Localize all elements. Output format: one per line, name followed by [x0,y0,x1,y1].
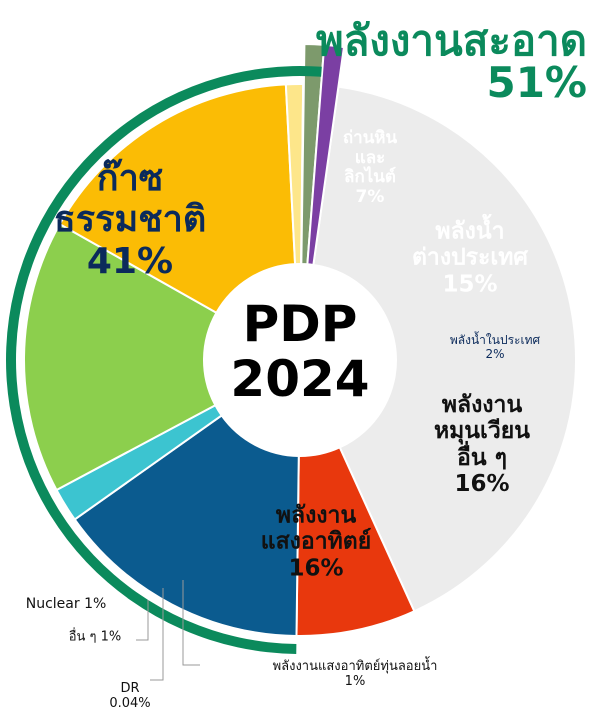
slice-label: พลังงาน แสงอาทิตย์ 16% [261,502,371,581]
slice-label: พลังงาน หมุนเวียนอื่น ๆ 16% [427,392,538,498]
slice-label: DR 0.04% [109,681,151,712]
center-label: PDP 2024 [230,295,370,408]
category-label: ถ่านหิน และ ลิกไนต์ [342,127,398,187]
category-label: Nuclear [25,595,80,612]
category-label: ก๊าซ ธรรมชาติ [53,157,207,241]
value-label: 1% [344,674,366,689]
value-label: 7% [355,186,385,207]
slice-label: พลังงานแสงอาทิตย์ทุ่นลอยน้ำ 1% [272,659,438,690]
clean-energy-value: 51% [486,58,587,107]
slice-label: ก๊าซ ธรรมชาติ 41% [54,158,206,282]
slice-label: ถ่านหิน และ ลิกไนต์ 7% [342,127,398,207]
category-label: พลังงาน แสงอาทิตย์ [260,502,372,555]
value-label: 15% [442,271,498,298]
value-label: 1% [100,629,122,645]
value-label: 16% [288,555,344,582]
value-label: 1% [84,595,107,612]
value-label: 2% [485,347,505,361]
slice-label: พลังน้ำในประเทศ 2% [446,333,544,362]
category-label: DR [120,681,140,697]
slice-label: อื่น ๆ 1% [68,629,122,646]
value-label: 0.04% [109,696,151,711]
category-label: พลังน้ำ ต่างประเทศ [411,218,529,271]
value-label: 16% [454,471,510,498]
value-label: 41% [86,240,174,282]
category-label: พลังน้ำในประเทศ [449,333,541,348]
slice-label: Nuclear 1% [26,596,107,612]
category-label: พลังงาน หมุนเวียนอื่น ๆ [433,392,531,471]
category-label: พลังงานแสงอาทิตย์ทุ่นลอยน้ำ [272,659,438,675]
leader-line [150,588,164,681]
slice-label: พลังน้ำ ต่างประเทศ 15% [412,218,528,297]
category-label: อื่น ๆ [68,629,97,645]
leader-line [182,580,200,666]
clean-energy-title: พลังงานสะอาด [315,16,587,65]
center-hole [204,264,396,456]
leader-line [136,600,149,641]
